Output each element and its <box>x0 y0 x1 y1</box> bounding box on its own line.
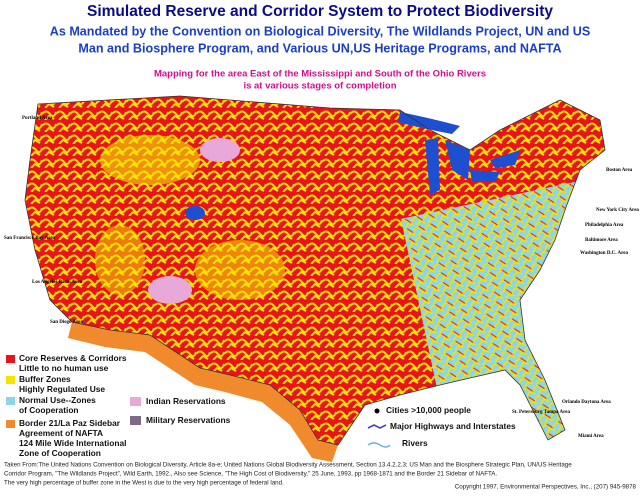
legend-label: Zone of Cooperation <box>19 448 101 458</box>
footer-line: Taken From:The United Nations Convention… <box>4 462 572 469</box>
outline <box>24 95 606 446</box>
city-labels: Portland Area San Francisco Bay Area Los… <box>4 116 639 439</box>
title: Simulated Reserve and Corridor System to… <box>87 3 553 20</box>
city-label: Orlando Daytona Area <box>562 400 611 405</box>
city-label: St. Petersburg Tampa Area <box>512 410 570 415</box>
city-label: Baltimore Area <box>585 238 618 243</box>
copyright: Copyright 1997, Environmental Perspectiv… <box>455 484 637 491</box>
legend-swatch <box>6 376 15 384</box>
legend-label: Cities >10,000 people <box>386 405 471 415</box>
footer: Taken From:The United Nations Convention… <box>4 462 637 491</box>
legend-label: 124 Mile Wide International <box>19 438 126 448</box>
note: is at various stages of completion <box>243 81 396 92</box>
legend-label: Agreement of NAFTA <box>19 428 103 438</box>
subtitle: As Mandated by the Convention on Biologi… <box>50 24 591 38</box>
legend-swatch <box>6 355 15 363</box>
legend-swatch <box>6 397 15 405</box>
border-zone <box>68 322 338 462</box>
legend-label: Major Highways and Interstates <box>390 421 516 431</box>
legend-label: Rivers <box>402 438 428 448</box>
city-label: Philadelphia Area <box>585 223 624 228</box>
reservation <box>148 276 192 304</box>
salt-lake <box>185 206 205 220</box>
legend-label: Indian Reservations <box>146 396 226 406</box>
city-label: Portland Area <box>22 116 53 121</box>
city-label: Washington D.C. Area <box>580 251 628 256</box>
legend-label: Border 21/La Paz Sidebar <box>19 418 121 428</box>
city-label: New York City Area <box>596 208 639 213</box>
buffer-patch <box>100 135 200 185</box>
city-label: San Diego Area <box>50 320 83 325</box>
legend-label: of Cooperation <box>19 405 79 415</box>
legend-label: Core Reserves & Corridors <box>19 353 127 363</box>
subtitle: Man and Biosphere Program, and Various U… <box>78 41 561 55</box>
city-label: Los Angeles Basin Area <box>32 280 83 285</box>
legend-swatch <box>6 420 15 428</box>
buffer-patch <box>95 225 145 295</box>
reservation <box>200 138 240 162</box>
legend-label: Normal Use--Zones <box>19 395 96 405</box>
buffer-patch <box>195 240 285 300</box>
legend-label: Military Reservations <box>146 415 231 425</box>
legend-swatch <box>130 416 141 425</box>
city-label: San Francisco Bay Area <box>4 236 56 241</box>
legend-swatch <box>130 397 141 406</box>
legend-symbol <box>367 442 391 448</box>
city-label: Boston Area <box>606 168 633 173</box>
legend-label: Little to no human use <box>19 363 109 373</box>
legend: Core Reserves & Corridors Little to no h… <box>6 353 516 458</box>
footer-line: Corridor Program, "The Wildlands Project… <box>4 471 497 478</box>
legend-label: Buffer Zones <box>19 374 71 384</box>
city-label: Miami Area <box>578 434 604 439</box>
legend-symbol <box>367 424 387 429</box>
legend-symbol <box>374 408 380 414</box>
legend-label: Highly Regulated Use <box>19 384 105 394</box>
lakes <box>398 112 520 195</box>
footer-line: The very high percentage of buffer zone … <box>4 480 284 487</box>
note: Mapping for the area East of the Mississ… <box>154 69 486 80</box>
